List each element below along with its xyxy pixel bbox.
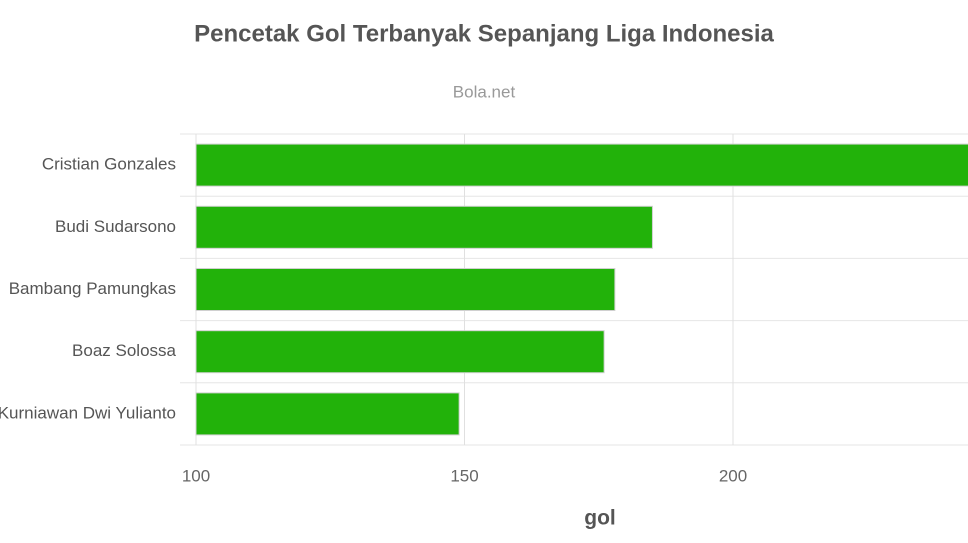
y-tick-label: Boaz Solossa: [72, 341, 176, 360]
x-axis-label: gol: [584, 507, 616, 530]
x-tick-label: 150: [450, 466, 478, 485]
y-tick-label: Cristian Gonzales: [42, 155, 176, 174]
bar: [195, 268, 616, 311]
bar: [195, 392, 460, 436]
chart-title: Pencetak Gol Terbanyak Sepanjang Liga In…: [194, 20, 774, 47]
y-tick-label: Budi Sudarsono: [55, 217, 176, 236]
chart-subtitle: Bola.net: [453, 82, 516, 101]
bar: [195, 330, 605, 374]
y-tick-label: Kurniawan Dwi Yulianto: [0, 403, 176, 422]
y-tick-label: Bambang Pamungkas: [9, 279, 176, 298]
bar: [195, 205, 653, 249]
bar: [195, 143, 968, 187]
x-tick-label: 100: [182, 466, 210, 485]
x-tick-label: 200: [719, 466, 747, 485]
